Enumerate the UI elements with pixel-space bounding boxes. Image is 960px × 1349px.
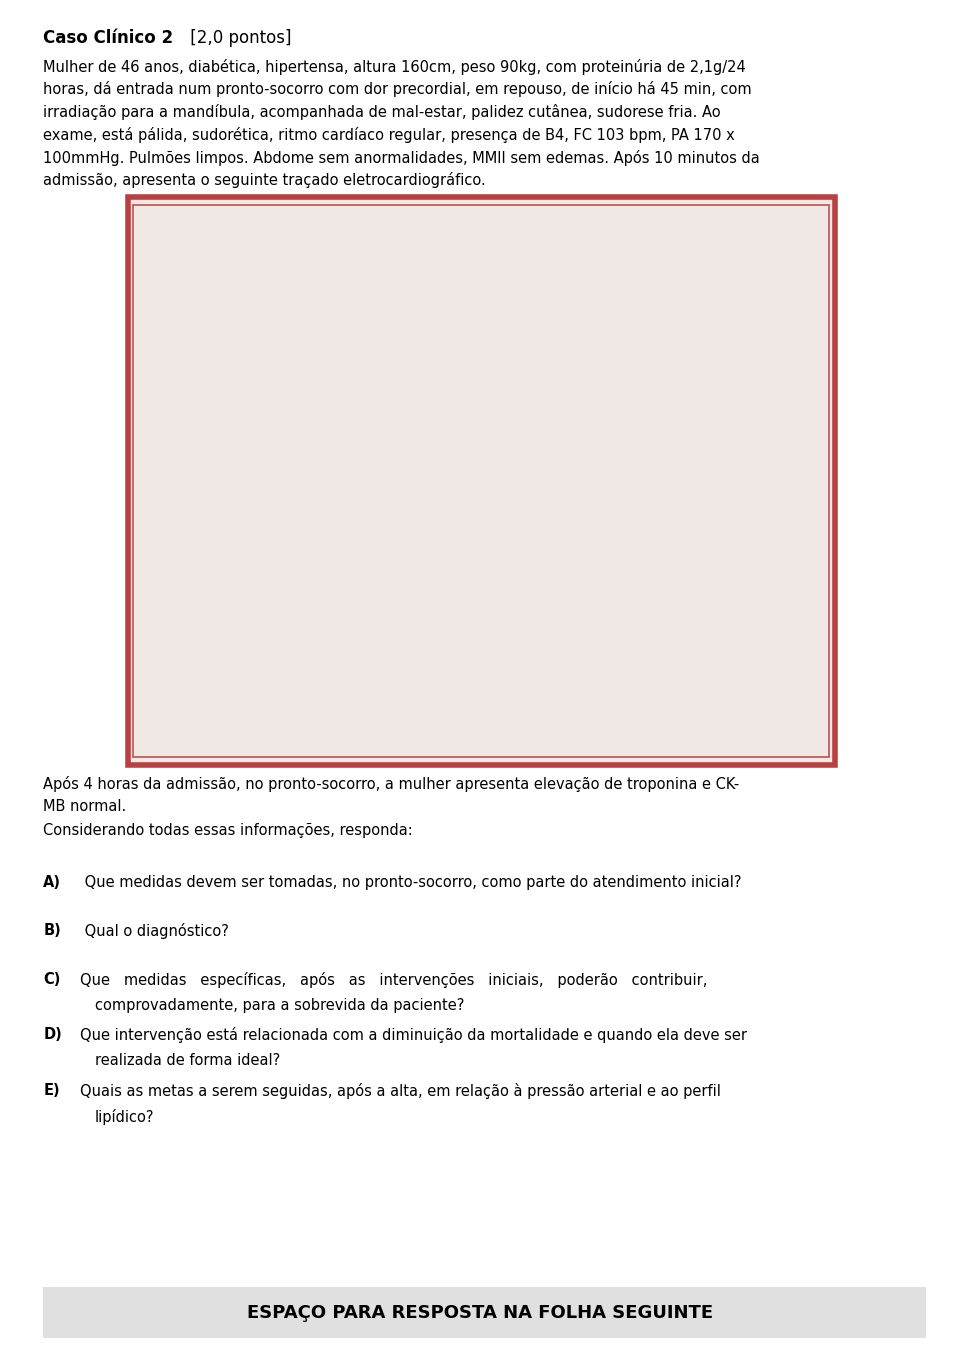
- Text: aVL   N: aVL N: [376, 353, 414, 362]
- Text: Após 4 horas da admissão, no pronto-socorro, a mulher apresenta elevação de trop: Após 4 horas da admissão, no pronto-soco…: [43, 776, 739, 792]
- Text: Que   medidas   específicas,   após   as   intervenções   iniciais,   poderão   : Que medidas específicas, após as interve…: [80, 971, 708, 987]
- Text: D3   N: D3 N: [603, 217, 636, 227]
- Text: Que medidas devem ser tomadas, no pronto-socorro, como parte do atendimento inic: Que medidas devem ser tomadas, no pronto…: [80, 876, 741, 890]
- Text: D1   N: D1 N: [150, 217, 181, 227]
- Text: Que intervenção está relacionada com a diminuição da mortalidade e quando ela de: Que intervenção está relacionada com a d…: [80, 1028, 747, 1043]
- Text: C): C): [43, 971, 60, 986]
- Text: Considerando todas essas informações, responda:: Considerando todas essas informações, re…: [43, 823, 413, 838]
- Text: lipídico?: lipídico?: [95, 1109, 155, 1125]
- Text: MB normal.: MB normal.: [43, 799, 127, 815]
- Text: A): A): [43, 876, 61, 890]
- Text: comprovadamente, para a sobrevida da paciente?: comprovadamente, para a sobrevida da pac…: [95, 998, 465, 1013]
- Text: aVF   N: aVF N: [603, 353, 641, 362]
- Text: Qual o diagnóstico?: Qual o diagnóstico?: [80, 923, 228, 939]
- Text: V4   N: V4 N: [150, 623, 181, 633]
- Text: V2   N: V2 N: [376, 488, 409, 498]
- Text: D2   N: D2 N: [376, 217, 409, 227]
- Text: V1   N: V1 N: [150, 488, 181, 498]
- Text: Mulher de 46 anos, diabética, hipertensa, altura 160cm, peso 90kg, com proteinúr: Mulher de 46 anos, diabética, hipertensa…: [43, 58, 760, 189]
- Text: realizada de forma ideal?: realizada de forma ideal?: [95, 1054, 280, 1068]
- Text: B): B): [43, 923, 60, 938]
- Text: E): E): [43, 1083, 60, 1098]
- Text: V6   N: V6 N: [603, 623, 636, 633]
- Text: V3   N: V3 N: [603, 488, 636, 498]
- Text: ESPAÇO PARA RESPOSTA NA FOLHA SEGUINTE: ESPAÇO PARA RESPOSTA NA FOLHA SEGUINTE: [247, 1303, 713, 1322]
- Text: D): D): [43, 1028, 62, 1043]
- Text: [2,0 pontos]: [2,0 pontos]: [185, 30, 292, 47]
- Text: Caso Clínico 2: Caso Clínico 2: [43, 30, 174, 47]
- Text: V5   N: V5 N: [376, 623, 409, 633]
- Text: Quais as metas a serem seguidas, após a alta, em relação à pressão arterial e ao: Quais as metas a serem seguidas, após a …: [80, 1083, 721, 1099]
- Text: aVR   N: aVR N: [150, 353, 187, 362]
